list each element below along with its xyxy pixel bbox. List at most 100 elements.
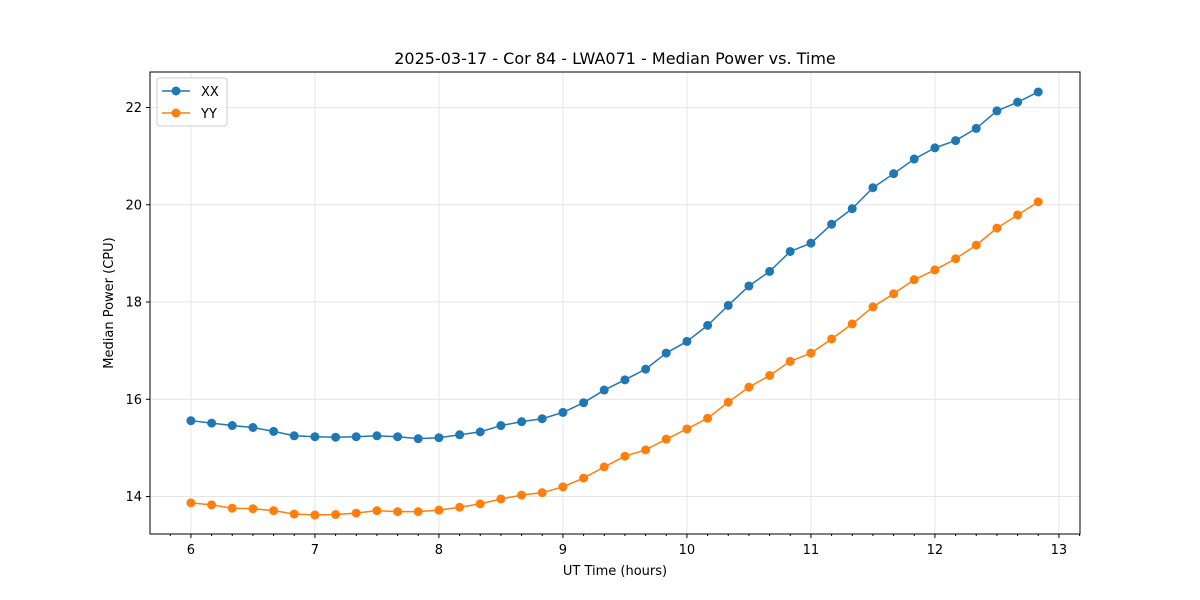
series-xx-point bbox=[207, 418, 217, 428]
y-tick-label: 14 bbox=[125, 490, 142, 505]
y-axis-label: Median Power (CPU) bbox=[102, 237, 117, 368]
series-yy-point bbox=[868, 302, 878, 312]
y-tick-label: 22 bbox=[125, 101, 142, 116]
series-xx-point bbox=[331, 432, 341, 442]
series-yy-point bbox=[413, 507, 423, 517]
y-tick-label: 20 bbox=[125, 198, 142, 213]
series-yy-point bbox=[186, 498, 196, 508]
series-yy-point bbox=[393, 507, 403, 517]
series-yy-point bbox=[269, 506, 279, 516]
series-yy-point bbox=[682, 424, 692, 434]
axes: 6 7 8 9 10 11 12 13 14 16 18 20 22 bbox=[125, 101, 1081, 558]
series-xx-point bbox=[827, 219, 837, 229]
series-yy-point bbox=[331, 510, 341, 520]
series-xx-point bbox=[620, 375, 630, 385]
legend-xx-marker bbox=[171, 86, 181, 96]
series-xx-point bbox=[310, 432, 320, 442]
series-yy-point bbox=[207, 500, 217, 510]
series-yy-point bbox=[703, 413, 713, 423]
x-tick-label: 8 bbox=[435, 543, 443, 558]
series-xx-point bbox=[744, 281, 754, 291]
legend: XX YY bbox=[156, 77, 228, 127]
series-yy-point bbox=[661, 434, 671, 444]
series-xx-point bbox=[186, 416, 196, 426]
series-xx-point bbox=[641, 364, 651, 374]
series-xx-point bbox=[372, 431, 382, 441]
series-yy-point bbox=[765, 370, 775, 380]
series-xx-point bbox=[682, 336, 692, 346]
series-xx-point bbox=[227, 421, 237, 431]
grid bbox=[150, 72, 1080, 534]
x-tick-label: 11 bbox=[803, 543, 820, 558]
series-xx-point bbox=[889, 169, 899, 179]
x-tick-label: 10 bbox=[679, 543, 696, 558]
series-xx-point bbox=[351, 432, 361, 442]
series-xx-point bbox=[909, 154, 919, 164]
series-yy-point bbox=[847, 319, 857, 329]
series-xx-point bbox=[434, 433, 444, 443]
series-yy-point bbox=[909, 275, 919, 285]
series-yy-point bbox=[475, 499, 485, 509]
series-xx-point bbox=[289, 431, 299, 441]
series-xx-point bbox=[806, 238, 816, 248]
series-xx-point bbox=[579, 398, 589, 408]
series-xx-point bbox=[951, 136, 961, 146]
x-tick-label: 12 bbox=[927, 543, 944, 558]
series-yy-point bbox=[1013, 210, 1023, 220]
legend-yy-marker bbox=[171, 108, 181, 118]
series-yy-point bbox=[641, 445, 651, 455]
series-xx-point bbox=[537, 414, 547, 424]
series-yy-point bbox=[827, 334, 837, 344]
series-xx-point bbox=[785, 246, 795, 256]
chart-title: 2025-03-17 - Cor 84 - LWA071 - Median Po… bbox=[394, 49, 836, 68]
series-xx-point bbox=[661, 348, 671, 358]
series-xx-point bbox=[1013, 97, 1023, 107]
series-yy-point bbox=[599, 462, 609, 472]
series-xx-point bbox=[455, 430, 465, 440]
series-yy-point bbox=[455, 502, 465, 512]
series-xx-point bbox=[1033, 87, 1043, 97]
legend-yy-label: YY bbox=[200, 107, 217, 122]
series-yy-point bbox=[248, 504, 258, 514]
series-yy-point bbox=[992, 223, 1002, 233]
series-xx-point bbox=[765, 266, 775, 276]
series-xx-point bbox=[971, 123, 981, 133]
series-xx-point bbox=[558, 407, 568, 417]
series-xx-point bbox=[393, 432, 403, 442]
series-xx-point bbox=[475, 427, 485, 437]
series-yy-point bbox=[889, 289, 899, 299]
series-yy-point bbox=[620, 451, 630, 461]
series-xx-point bbox=[517, 417, 527, 427]
series-yy-point bbox=[434, 505, 444, 515]
series-yy-point bbox=[537, 488, 547, 498]
plot-frame bbox=[149, 71, 1081, 535]
series-yy-point bbox=[517, 490, 527, 500]
series-xx-point bbox=[413, 434, 423, 444]
series-xx-point bbox=[703, 320, 713, 330]
series-yy-point bbox=[227, 503, 237, 513]
series-yy-point bbox=[951, 254, 961, 264]
x-tick-label: 7 bbox=[311, 543, 319, 558]
series-yy-point bbox=[971, 240, 981, 250]
x-tick-label: 9 bbox=[559, 543, 567, 558]
series-xx-point bbox=[599, 385, 609, 395]
series-yy-point bbox=[1033, 197, 1043, 207]
series-yy-point bbox=[806, 348, 816, 358]
series-xx-point bbox=[930, 143, 940, 153]
series-layer bbox=[186, 87, 1043, 520]
series-xx-point bbox=[496, 421, 506, 431]
series-yy-point bbox=[496, 494, 506, 504]
series-yy-point bbox=[579, 473, 589, 483]
series-yy-point bbox=[289, 509, 299, 519]
series-yy-point bbox=[744, 382, 754, 392]
x-tick-label: 6 bbox=[187, 543, 195, 558]
series-yy-point bbox=[785, 356, 795, 366]
series-yy-point bbox=[723, 397, 733, 407]
series-yy-point bbox=[310, 510, 320, 520]
series-xx-point bbox=[723, 300, 733, 310]
series-xx-point bbox=[992, 106, 1002, 116]
series-xx-point bbox=[248, 423, 258, 432]
y-tick-label: 16 bbox=[125, 393, 142, 408]
y-tick-label: 18 bbox=[125, 296, 142, 311]
